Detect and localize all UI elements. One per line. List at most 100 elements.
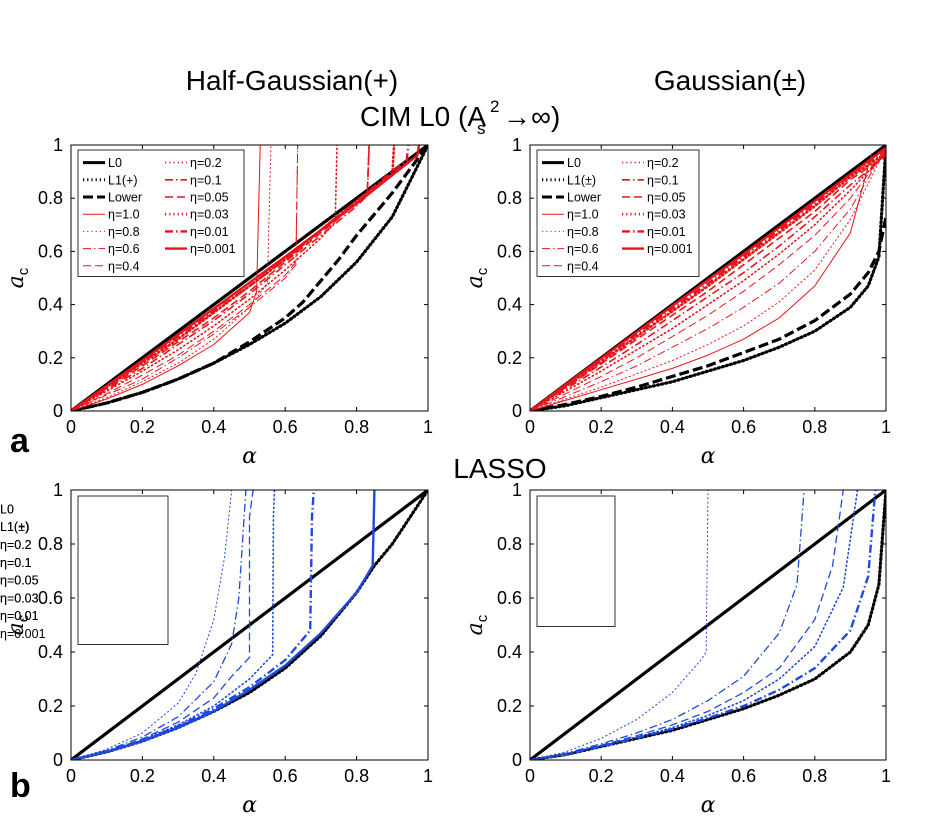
axes-box xyxy=(529,144,887,412)
legend-label: η=0.03 xyxy=(0,591,39,605)
legend: L0 L1(±) η=0.2 η=0.1 η=0.05 η=0.03 η=0.01 xyxy=(0,495,616,628)
series-line-0.4 xyxy=(530,150,886,411)
x-tick-label: 0.2 xyxy=(589,766,614,786)
legend-label: η=0.1 xyxy=(0,556,32,570)
legend-box xyxy=(77,495,169,645)
plot-lasso-gaussian: 0 0.2 0.4 0.6 0.8 1 0 0.2 0.4 0.6 0.8 1 α ac L0 L1(±) η=… xyxy=(0,480,891,817)
series-line-Lower xyxy=(71,145,428,411)
y-axis-label: ac xyxy=(4,614,32,635)
x-axis-label: α xyxy=(242,793,257,817)
series-line-0.03 xyxy=(530,490,859,760)
x-tick-label: 0.6 xyxy=(731,766,756,786)
y-axis-label: ac xyxy=(4,267,32,288)
x-axis-label: α xyxy=(701,793,716,817)
series-group xyxy=(71,145,428,411)
series-group xyxy=(530,490,886,760)
x-tick-label: 0.6 xyxy=(731,417,756,437)
legend-label: η=0.03 xyxy=(0,591,39,605)
legend: L0 L1(+) η=0.2 η=0.1 η=0.05 η=0.03 η=0.01 η=0.0… xyxy=(0,495,169,645)
legend: L0 L1(+) Lower η=1.0 η=0.8 η=0.6 η=0.4 η=0.2 η=0… xyxy=(77,149,245,277)
legend-label: L0 xyxy=(0,502,14,516)
legend-label: η=0.05 xyxy=(0,574,39,588)
y-tick-label: 0 xyxy=(53,750,63,770)
x-tick-label: 0.2 xyxy=(130,766,155,786)
legend-label: η=0.8 xyxy=(567,225,599,239)
legend-label: η=0.05 xyxy=(190,191,229,205)
row-title-top: CIM L0 (A s 2 →∞) xyxy=(360,97,560,138)
x-tick-label: 0.4 xyxy=(660,417,685,437)
legend-label: η=0.4 xyxy=(567,259,599,273)
x-tick-label: 0.2 xyxy=(130,417,155,437)
legend-label: Lower xyxy=(567,191,601,205)
y-tick-label: 0.8 xyxy=(497,188,522,208)
legend-label: η=0.2 xyxy=(647,156,679,170)
series-line-0.01 xyxy=(71,490,315,760)
legend-label: η=0.03 xyxy=(647,208,686,222)
x-tick-label: 0.6 xyxy=(273,417,298,437)
legend-box xyxy=(77,149,245,277)
x-tick-label: 1 xyxy=(423,417,433,437)
y-tick-label: 0.4 xyxy=(38,295,63,315)
legend-label: L0 xyxy=(567,156,581,170)
x-tick-label: 1 xyxy=(423,766,433,786)
series-line-0.001 xyxy=(530,146,886,411)
series-line-0.1 xyxy=(530,154,886,411)
series-line-0.05 xyxy=(530,154,886,411)
series-line-0.001 xyxy=(71,145,421,411)
y-tick-label: 1 xyxy=(512,135,522,155)
legend-label: η=0.001 xyxy=(190,242,236,256)
x-tick-label: 0.8 xyxy=(802,766,827,786)
legend-label: η=0.03 xyxy=(190,208,229,222)
y-axis-label: ac xyxy=(463,614,491,635)
x-tick-label: 0.4 xyxy=(201,766,226,786)
axes-box xyxy=(70,489,429,761)
y-tick-label: 0.8 xyxy=(38,534,63,554)
legend-label: L0 xyxy=(108,156,122,170)
series-line-Lower xyxy=(530,216,886,411)
y-tick-label: 0 xyxy=(512,750,522,770)
row-title-top-main: CIM L0 (A xyxy=(360,101,486,132)
y-tick-label: 0.6 xyxy=(497,241,522,261)
legend-label: η=0.8 xyxy=(108,225,140,239)
series-line-0.8 xyxy=(71,145,272,411)
legend-label: η=0.2 xyxy=(190,156,222,170)
y-tick-label: 0.4 xyxy=(497,295,522,315)
legend-label: η=0.001 xyxy=(647,242,693,256)
x-axis-label: α xyxy=(242,444,257,469)
x-tick-label: 1 xyxy=(881,417,891,437)
row-title-bottom: LASSO xyxy=(453,453,546,484)
legend-label: η=0.4 xyxy=(108,259,140,273)
y-tick-label: 0.6 xyxy=(38,241,63,261)
legend-label: L1(±) xyxy=(567,173,596,187)
legend-label: η=0.01 xyxy=(0,609,39,623)
series-line-0.05 xyxy=(530,490,844,760)
series-group xyxy=(71,490,428,760)
y-tick-label: 0.2 xyxy=(38,696,63,716)
x-tick-label: 0 xyxy=(525,417,535,437)
axes-box xyxy=(529,489,887,761)
plot-cim-gaussian: 0 0.2 0.4 0.6 0.8 1 0 0.2 0.4 0.6 0.8 1 α ac L0 L1(±) Lo… xyxy=(463,135,891,469)
x-tick-label: 0.8 xyxy=(802,417,827,437)
y-tick-label: 1 xyxy=(53,135,63,155)
series-line-0.1 xyxy=(71,490,247,760)
legend-label: L1(+) xyxy=(0,520,30,534)
legend-label: L0 xyxy=(0,502,14,516)
x-tick-label: 0.4 xyxy=(201,417,226,437)
y-tick-label: 0.4 xyxy=(38,642,63,662)
plot-lasso-half-gaussian: 0 0.2 0.4 0.6 0.8 1 0 0.2 0.4 0.6 0.8 1 α ac L0 L1(+) η=… xyxy=(0,480,433,817)
y-tick-label: 0 xyxy=(512,401,522,421)
row-title-top-tail: →∞) xyxy=(503,101,560,132)
legend-label: Lower xyxy=(108,191,142,205)
plot-cim-half-gaussian: 0 0.2 0.4 0.6 0.8 1 0 0.2 0.4 0.6 0.8 1 α ac L0 L1(+) Lo… xyxy=(4,135,433,469)
legend-label: L1(±) xyxy=(0,520,29,534)
legend-label: η=1.0 xyxy=(567,208,599,222)
x-tick-label: 0.8 xyxy=(344,417,369,437)
y-tick-label: 0.2 xyxy=(497,348,522,368)
legend-label: η=0.05 xyxy=(0,574,39,588)
column-title-left: Half-Gaussian(+) xyxy=(186,65,398,96)
x-tick-label: 0.8 xyxy=(344,766,369,786)
legend-box xyxy=(536,149,700,277)
series-line-L0 xyxy=(530,490,886,760)
y-tick-label: 0 xyxy=(53,401,63,421)
